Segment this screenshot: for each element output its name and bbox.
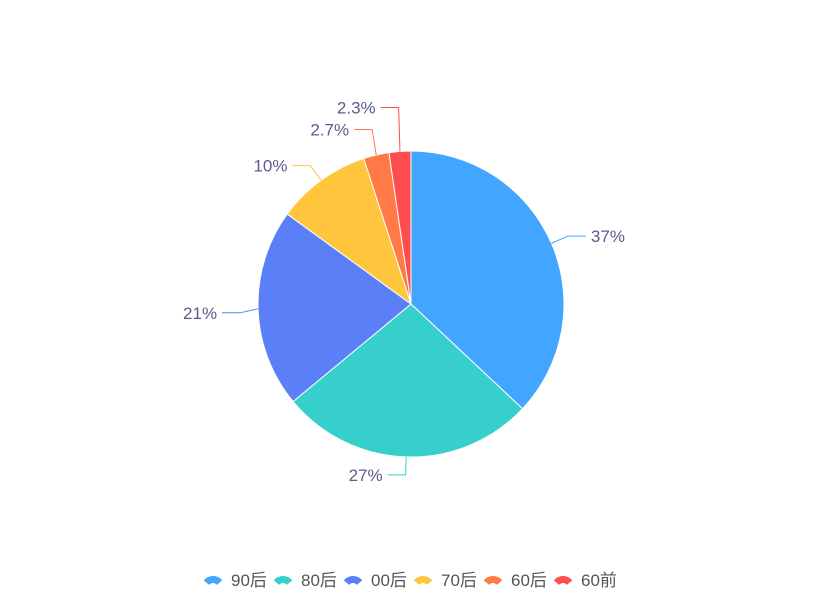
legend-item[interactable]: 00后: [343, 571, 407, 590]
legend-label: 60前: [581, 571, 617, 590]
legend-item[interactable]: 90后: [203, 571, 267, 590]
pie-slices: [257, 150, 565, 458]
legend-swatch-icon: [343, 576, 363, 585]
slice-percent-label: 2.3%: [337, 98, 376, 117]
slice-percent-label: 21%: [183, 304, 217, 323]
leader-line: [292, 165, 322, 181]
slice-percent-label: 10%: [253, 157, 287, 176]
leader-line: [354, 128, 377, 156]
slice-percent-label: 37%: [591, 227, 625, 246]
legend-label: 80后: [301, 571, 337, 590]
legend-swatch-icon: [203, 576, 223, 585]
legend-swatch-icon: [413, 576, 433, 585]
legend-item[interactable]: 60后: [483, 571, 547, 590]
legend-swatch-icon: [553, 576, 573, 585]
legend-item[interactable]: 60前: [553, 571, 617, 590]
legend-swatch-icon: [483, 576, 503, 585]
legend-item[interactable]: 70后: [413, 571, 477, 590]
legend-item[interactable]: 80后: [273, 571, 337, 590]
legend-label: 60后: [511, 571, 547, 590]
leader-line: [380, 106, 401, 152]
legend: 90后 80后 00后 70后 60后 60前: [203, 571, 617, 590]
legend-label: 00后: [371, 571, 407, 590]
slice-percent-label: 2.7%: [310, 120, 349, 139]
pie-slice: [388, 150, 412, 305]
legend-label: 90后: [231, 571, 267, 590]
legend-label: 70后: [441, 571, 477, 590]
legend-swatch-icon: [273, 576, 293, 585]
leader-line: [387, 456, 407, 476]
slice-labels: 37% 27% 21% 10% 2.7% 2.3%: [183, 98, 625, 484]
leader-lines: [222, 106, 586, 476]
leader-line: [222, 308, 259, 314]
leader-line: [551, 235, 586, 244]
slice-percent-label: 27%: [349, 466, 383, 485]
pie-slice: [410, 150, 565, 410]
